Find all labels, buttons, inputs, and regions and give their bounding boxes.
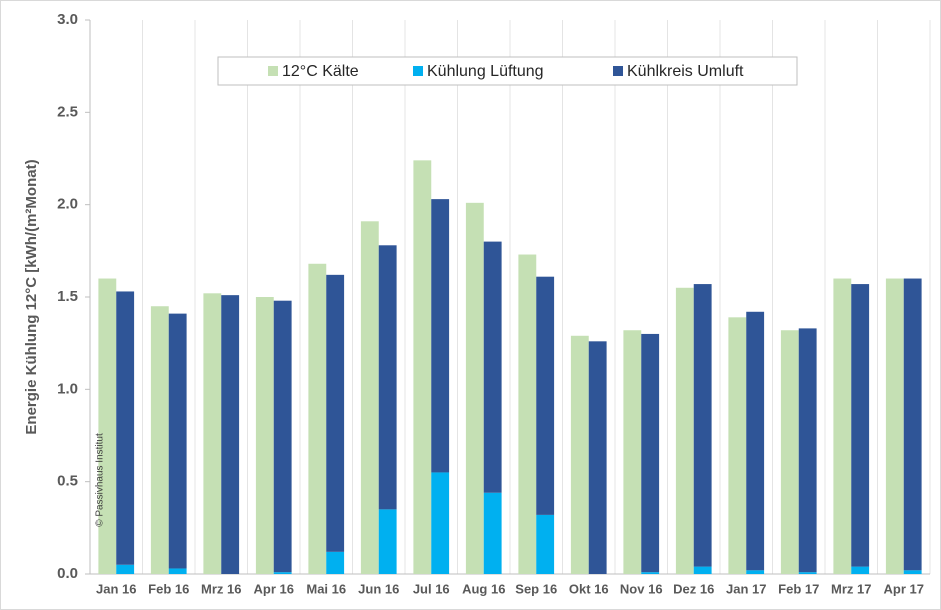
- bar: [326, 274, 345, 552]
- y-tick-label: 3.0: [57, 11, 78, 28]
- legend-swatch: [268, 66, 278, 76]
- x-tick-label: Mai 16: [306, 581, 346, 596]
- bar: [641, 572, 660, 574]
- bar: [273, 300, 292, 573]
- bar: [431, 472, 450, 574]
- bar: [903, 570, 922, 574]
- bar: [483, 492, 502, 574]
- y-tick-label: 2.5: [57, 103, 78, 120]
- bar: [885, 278, 904, 574]
- legend-swatch: [613, 66, 623, 76]
- x-tick-label: Feb 16: [148, 581, 189, 596]
- y-tick-label: 0.0: [57, 565, 78, 582]
- y-axis-label: Energie Kühlung 12°C [kWh/(m²Monat): [23, 159, 40, 434]
- legend-box: [217, 56, 798, 86]
- x-tick-label: Nov 16: [620, 581, 663, 596]
- bar: [851, 566, 870, 574]
- bar: [360, 221, 379, 574]
- bar: [798, 328, 817, 573]
- legend-label: 12°C Kälte: [282, 63, 359, 80]
- bar: [273, 572, 292, 574]
- x-tick-label: Jan 17: [726, 581, 766, 596]
- bar: [518, 254, 537, 574]
- bar: [431, 199, 450, 473]
- bar: [221, 295, 240, 574]
- bar: [693, 566, 712, 574]
- y-tick-label: 2.0: [57, 196, 78, 213]
- x-tick-label: Aug 16: [462, 581, 505, 596]
- bar: [255, 297, 274, 574]
- bar: [780, 330, 799, 574]
- bar: [150, 306, 169, 574]
- bar: [798, 572, 817, 574]
- y-tick-label: 1.0: [57, 380, 78, 397]
- x-tick-label: Apr 16: [254, 581, 294, 596]
- x-tick-label: Feb 17: [778, 581, 819, 596]
- x-tick-label: Jan 16: [96, 581, 136, 596]
- bar: [903, 278, 922, 571]
- x-tick-label: Mrz 16: [201, 581, 241, 596]
- bar: [851, 284, 870, 567]
- legend-swatch: [413, 66, 423, 76]
- y-tick-label: 1.5: [57, 288, 78, 305]
- x-tick-label: Dez 16: [673, 581, 714, 596]
- bar: [465, 202, 484, 574]
- bar: [326, 551, 345, 574]
- bar: [413, 160, 432, 574]
- bar: [308, 263, 327, 574]
- bar: [378, 509, 397, 574]
- legend-label: Kühlung Lüftung: [427, 63, 544, 80]
- bar: [746, 311, 765, 571]
- bar: [116, 291, 135, 565]
- bar: [168, 568, 187, 574]
- bar: [536, 514, 555, 574]
- bar: [693, 284, 712, 567]
- x-tick-label: Mrz 17: [831, 581, 871, 596]
- bar: [623, 330, 642, 574]
- bar: [378, 245, 397, 510]
- y-tick-label: 0.5: [57, 473, 78, 490]
- x-tick-label: Sep 16: [515, 581, 557, 596]
- x-tick-label: Okt 16: [569, 581, 609, 596]
- bar: [98, 278, 117, 574]
- bar: [570, 335, 589, 574]
- bar: [746, 570, 765, 574]
- bar: [168, 313, 187, 569]
- bar: [833, 278, 852, 574]
- bar: [588, 341, 607, 574]
- bar: [641, 333, 660, 573]
- bar: [728, 317, 747, 574]
- x-tick-label: Jun 16: [358, 581, 399, 596]
- bar: [203, 293, 222, 574]
- bar: [116, 564, 135, 574]
- bar: [675, 287, 694, 574]
- x-tick-label: Jul 16: [413, 581, 450, 596]
- bar: [536, 276, 555, 515]
- annotation: © Passivhaus Institut: [95, 433, 106, 527]
- x-tick-label: Apr 17: [884, 581, 924, 596]
- legend-label: Kühlkreis Umluft: [627, 63, 744, 80]
- bar: [483, 241, 502, 493]
